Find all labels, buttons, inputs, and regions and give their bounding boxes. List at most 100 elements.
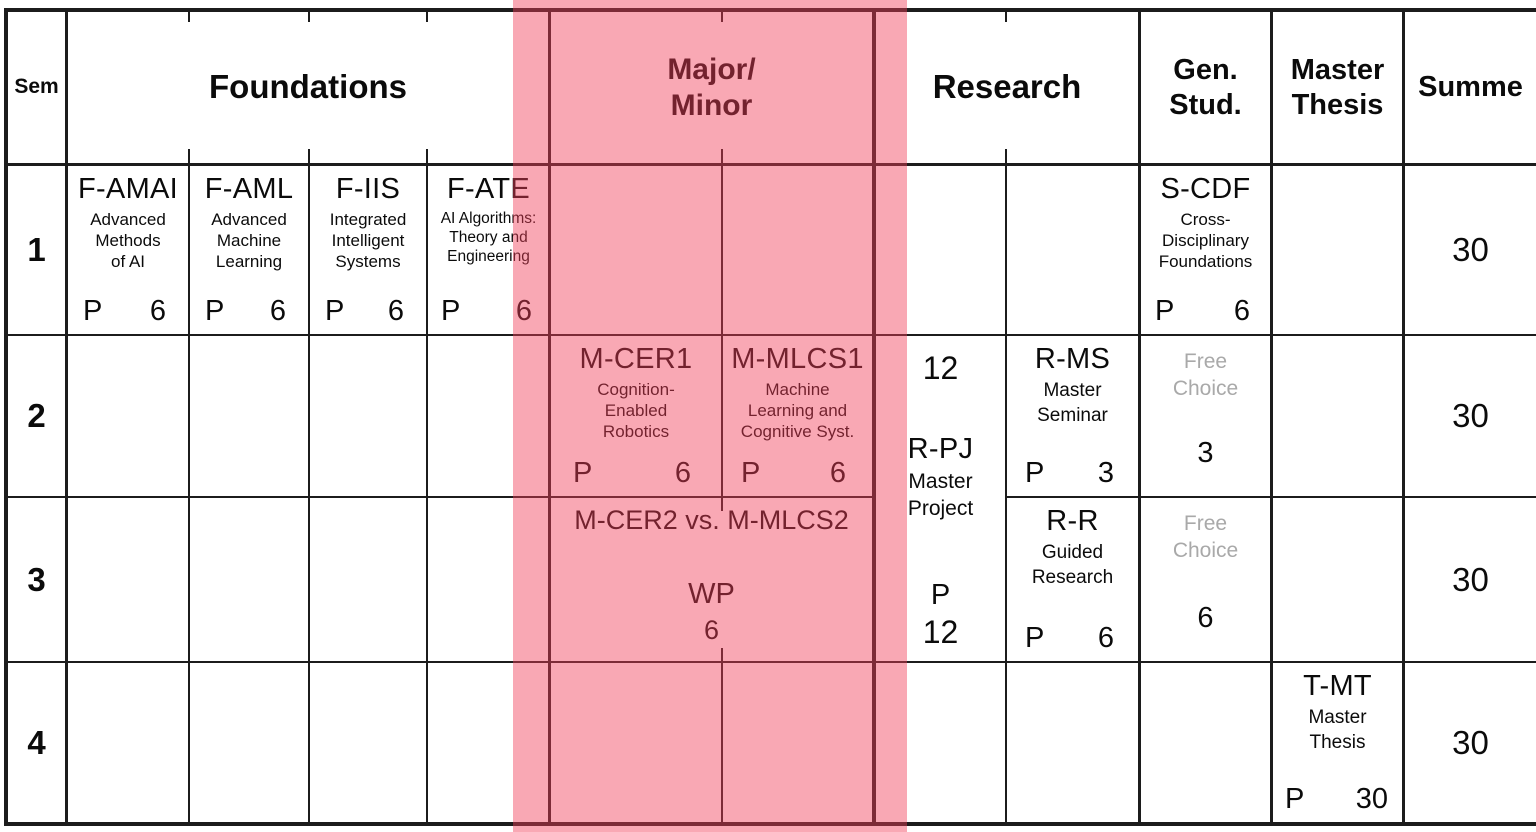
grid-tick xyxy=(426,149,428,163)
grid-line-v xyxy=(188,166,190,822)
grid-line-h xyxy=(4,334,1536,336)
course-cell-s-cdf: S-CDF Cross- Disciplinary Foundations P 6 xyxy=(1141,166,1270,334)
course-cell-f-iis: F-IIS Integrated Intelligent Systems P 6 xyxy=(310,166,426,334)
course-name: Master Seminar xyxy=(1037,380,1108,426)
choice-title: M-CER2 vs. M-MLCS2 xyxy=(574,505,849,535)
course-code: F-ATE xyxy=(446,173,531,205)
free-choice-cell-sem2: Free Choice 3 xyxy=(1141,336,1270,496)
course-credits-upper: 12 xyxy=(922,350,959,386)
header-sem: Sem xyxy=(14,75,59,99)
course-type: P xyxy=(930,579,951,611)
grid-line-v xyxy=(65,8,68,826)
course-name: Master Project xyxy=(907,470,974,520)
course-name: Advanced Machine Learning xyxy=(211,210,287,272)
course-credits: 6 xyxy=(387,295,404,327)
semester-2-label: 2 xyxy=(27,397,46,434)
course-credits: 6 xyxy=(674,457,691,489)
course-code: M-MLCS1 xyxy=(731,343,864,375)
grid-tick xyxy=(721,149,723,163)
course-code: F-IIS xyxy=(335,173,401,205)
grid-tick xyxy=(721,8,723,22)
semester-1-label: 1 xyxy=(27,231,46,268)
course-code: F-AML xyxy=(204,173,294,205)
grid-tick xyxy=(188,149,190,163)
course-credits: 6 xyxy=(149,295,166,327)
course-credits: 6 xyxy=(515,295,532,327)
course-cell-f-amai: F-AMAI Advanced Methods of AI P 6 xyxy=(68,166,188,334)
course-credits: 6 xyxy=(1233,295,1250,327)
free-choice-credits: 6 xyxy=(1197,602,1214,634)
course-cell-t-mt: T-MT Master Thesis P 30 xyxy=(1273,663,1402,822)
course-type: P xyxy=(741,457,761,489)
grid-line-v xyxy=(426,166,428,822)
course-credits: 12 xyxy=(922,614,959,650)
course-type: P xyxy=(205,295,225,327)
grid-line-h xyxy=(4,496,874,498)
course-type: P xyxy=(1025,457,1045,489)
header-gen-stud: Gen. Stud. xyxy=(1169,54,1242,121)
course-type: P xyxy=(83,295,103,327)
course-code: M-CER1 xyxy=(579,343,693,375)
header-master-thesis: Master Thesis xyxy=(1290,54,1385,121)
grid-line-v xyxy=(548,8,551,826)
course-type: P xyxy=(441,295,461,327)
grid-line-v xyxy=(1402,8,1405,826)
course-name: Machine Learning and Cognitive Syst. xyxy=(740,380,855,442)
course-name: Cross- Disciplinary Foundations xyxy=(1158,210,1253,272)
course-name: Master Thesis xyxy=(1308,707,1367,753)
header-summe: Summe xyxy=(1418,71,1523,104)
semester-3-total: 30 xyxy=(1452,560,1489,598)
grid-line-h xyxy=(4,661,1536,663)
course-code: R-R xyxy=(1046,505,1099,537)
grid-tick xyxy=(1005,8,1007,22)
course-type: P xyxy=(1155,295,1175,327)
course-type: P xyxy=(1025,622,1045,654)
course-type: WP xyxy=(688,578,735,610)
course-name: Cognition- Enabled Robotics xyxy=(597,380,675,442)
free-choice-label: Free Choice xyxy=(1172,350,1239,401)
grid-tick xyxy=(721,648,723,661)
course-name: Integrated Intelligent Systems xyxy=(329,210,407,272)
course-credits: 6 xyxy=(269,295,286,327)
grid-tick xyxy=(721,498,723,511)
course-code: R-PJ xyxy=(907,433,974,465)
free-choice-label: Free Choice xyxy=(1172,512,1239,563)
semester-2-total: 30 xyxy=(1452,397,1489,434)
course-cell-f-ate: F-ATE AI Algorithms: Theory and Engineer… xyxy=(429,166,548,334)
grid-line-v xyxy=(721,166,723,496)
grid-line-v xyxy=(721,663,723,822)
grid-tick xyxy=(426,8,428,22)
header-foundations: Foundations xyxy=(209,68,407,106)
course-name: AI Algorithms: Theory and Engineering xyxy=(440,210,537,266)
grid-line-v xyxy=(4,8,8,826)
course-credits: 6 xyxy=(829,457,846,489)
course-cell-m-cer1: M-CER1 Cognition- Enabled Robotics P 6 xyxy=(551,336,721,496)
course-cell-r-pj: 12 R-PJ Master Project P 12 xyxy=(876,336,1005,661)
course-type: P xyxy=(573,457,593,489)
course-code: R-MS xyxy=(1034,343,1111,375)
free-choice-cell-sem3: Free Choice 6 xyxy=(1141,498,1270,661)
grid-line-h xyxy=(4,822,1536,826)
course-name: Advanced Methods of AI xyxy=(90,210,166,272)
grid-line-v xyxy=(308,166,310,822)
course-credits: 3 xyxy=(1097,457,1114,489)
grid-line-h xyxy=(4,163,1536,166)
grid-tick xyxy=(188,8,190,22)
course-code: F-AMAI xyxy=(77,173,179,205)
course-cell-r-ms: R-MS Master Seminar P 3 xyxy=(1007,336,1138,496)
semester-4-label: 4 xyxy=(27,723,46,761)
header-major-minor: Major/ Minor xyxy=(667,53,756,122)
course-type: P xyxy=(325,295,345,327)
free-choice-credits: 3 xyxy=(1197,437,1214,469)
grid-line-v xyxy=(1005,166,1007,822)
course-cell-r-r: R-R Guided Research P 6 xyxy=(1007,498,1138,661)
semester-1-total: 30 xyxy=(1452,231,1489,268)
course-code: T-MT xyxy=(1303,670,1372,702)
semester-4-total: 30 xyxy=(1452,723,1489,761)
major-minor-choice-cell: M-CER2 vs. M-MLCS2 WP 6 xyxy=(551,498,872,661)
grid-tick xyxy=(1005,149,1007,163)
grid-line-v xyxy=(1138,8,1141,826)
grid-line-v xyxy=(1270,8,1273,826)
header-research: Research xyxy=(932,68,1082,106)
